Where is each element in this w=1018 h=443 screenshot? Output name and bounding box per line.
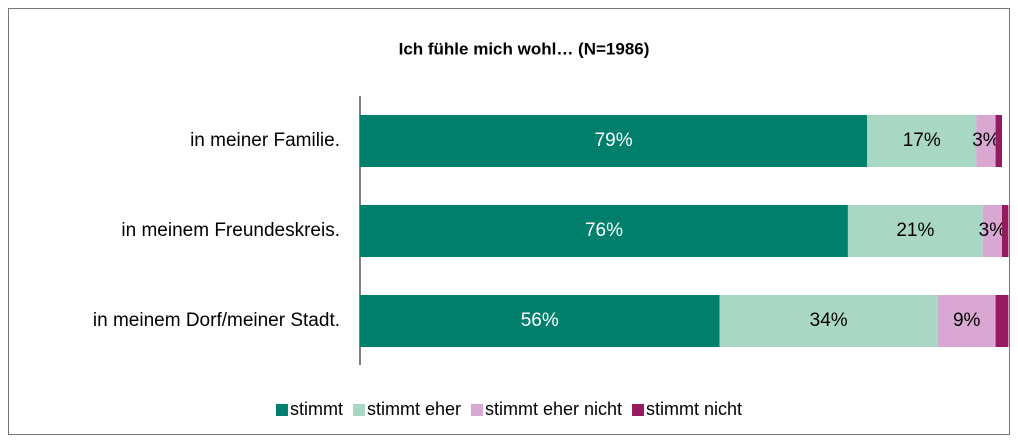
- data-label: 34%: [810, 310, 848, 331]
- data-label: 76%: [585, 220, 623, 241]
- bar-segment: [360, 295, 720, 347]
- legend-label: stimmt: [290, 399, 343, 419]
- bar-segment: [867, 115, 977, 167]
- data-label: 79%: [595, 130, 633, 151]
- legend-swatch: [352, 404, 365, 416]
- legend-swatch: [275, 404, 288, 416]
- legend-label: stimmt eher: [367, 399, 461, 419]
- bar-segment: [982, 205, 1002, 257]
- bar-segment: [719, 295, 938, 347]
- bar-segment: [360, 115, 868, 167]
- data-label: 3%: [972, 130, 1000, 151]
- data-label: 17%: [903, 130, 941, 151]
- bar-segment: [995, 295, 1009, 347]
- bar-segment: [360, 205, 848, 257]
- y-tick-label: in meiner Familie.: [190, 130, 340, 151]
- y-tick-label: in meinem Dorf/meiner Stadt.: [93, 310, 340, 331]
- bar-segment: [1002, 205, 1009, 257]
- bar-segment: [937, 295, 996, 347]
- bar-segment: [847, 205, 983, 257]
- y-tick-label: in meinem Freundeskreis.: [121, 220, 340, 241]
- chart-title: Ich fühle mich wohl… (N=1986): [399, 39, 650, 58]
- bar-segment: [976, 115, 996, 167]
- legend-swatch: [632, 404, 645, 416]
- legend-swatch: [470, 404, 483, 416]
- data-label: 3%: [979, 220, 1007, 241]
- legend-label: stimmt eher nicht: [485, 399, 622, 419]
- data-label: 9%: [953, 310, 981, 331]
- data-label: 56%: [521, 310, 559, 331]
- bar-segment: [995, 115, 1002, 167]
- data-label: 21%: [896, 220, 934, 241]
- legend-label: stimmt nicht: [646, 399, 742, 419]
